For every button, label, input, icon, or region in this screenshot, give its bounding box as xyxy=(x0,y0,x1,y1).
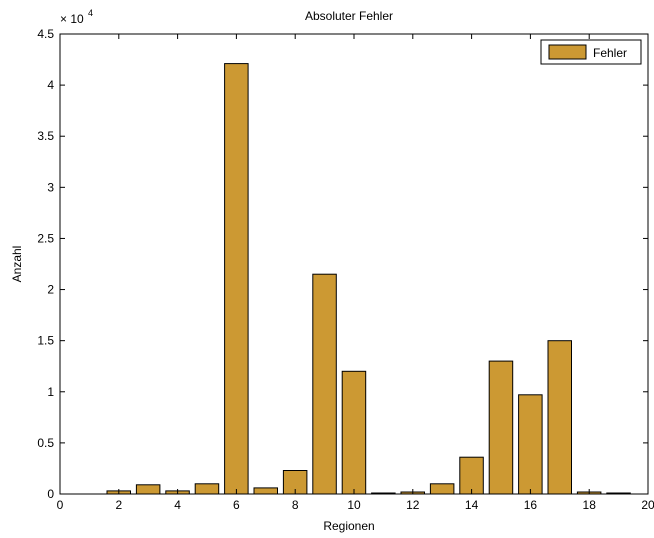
bar-region-14 xyxy=(459,456,484,495)
y-tick-label: 3 xyxy=(47,180,54,194)
bar-region-5 xyxy=(194,483,220,495)
x-axis-label: Regionen xyxy=(323,519,374,533)
y-tick-label: 4.5 xyxy=(37,27,54,41)
x-tick-label: 16 xyxy=(524,498,538,512)
bar-region-15 xyxy=(488,360,514,495)
y-tick-label: 1.5 xyxy=(37,334,54,348)
x-tick-label: 0 xyxy=(57,498,64,512)
x-tick-label: 2 xyxy=(115,498,122,512)
y-tick-label: 1 xyxy=(47,385,54,399)
y-tick-label: 2.5 xyxy=(37,231,54,245)
x-tick-label: 8 xyxy=(292,498,299,512)
bar-region-17 xyxy=(547,340,572,495)
chart-title: Absoluter Fehler xyxy=(305,9,393,23)
bars-group xyxy=(106,63,631,495)
bar-region-3 xyxy=(135,484,161,495)
x-tick-label: 18 xyxy=(583,498,597,512)
x-tick-label: 12 xyxy=(406,498,420,512)
bar-region-16 xyxy=(518,394,543,495)
y-axis: 0 0.5 1 1.5 2 2.5 3 3.5 4 4.5 xyxy=(37,27,648,501)
x-tick-label: 4 xyxy=(174,498,181,512)
bar-region-9 xyxy=(312,273,337,495)
bar-region-10 xyxy=(341,370,367,495)
y-axis-label: Anzahl xyxy=(10,246,24,283)
x-tick-label: 10 xyxy=(347,498,361,512)
y-tick-label: 4 xyxy=(47,78,54,92)
bar-region-13 xyxy=(429,483,455,495)
legend-swatch xyxy=(548,44,587,60)
bar-region-6 xyxy=(224,63,249,495)
y-tick-label: 0 xyxy=(47,487,54,501)
legend: Fehler xyxy=(540,39,642,65)
y-tick-label: 0.5 xyxy=(37,436,54,450)
y-multiplier-exponent: 4 xyxy=(88,8,93,18)
bar-region-7 xyxy=(253,487,278,495)
x-tick-label: 6 xyxy=(233,498,240,512)
x-tick-label: 20 xyxy=(641,498,654,512)
y-multiplier-label: × 10 xyxy=(60,12,84,26)
y-tick-label: 3.5 xyxy=(37,129,54,143)
y-tick-label: 2 xyxy=(47,283,54,297)
legend-label: Fehler xyxy=(593,46,627,60)
x-tick-label: 14 xyxy=(465,498,479,512)
x-axis: 0 2 4 6 8 10 12 14 16 18 20 xyxy=(57,34,654,512)
